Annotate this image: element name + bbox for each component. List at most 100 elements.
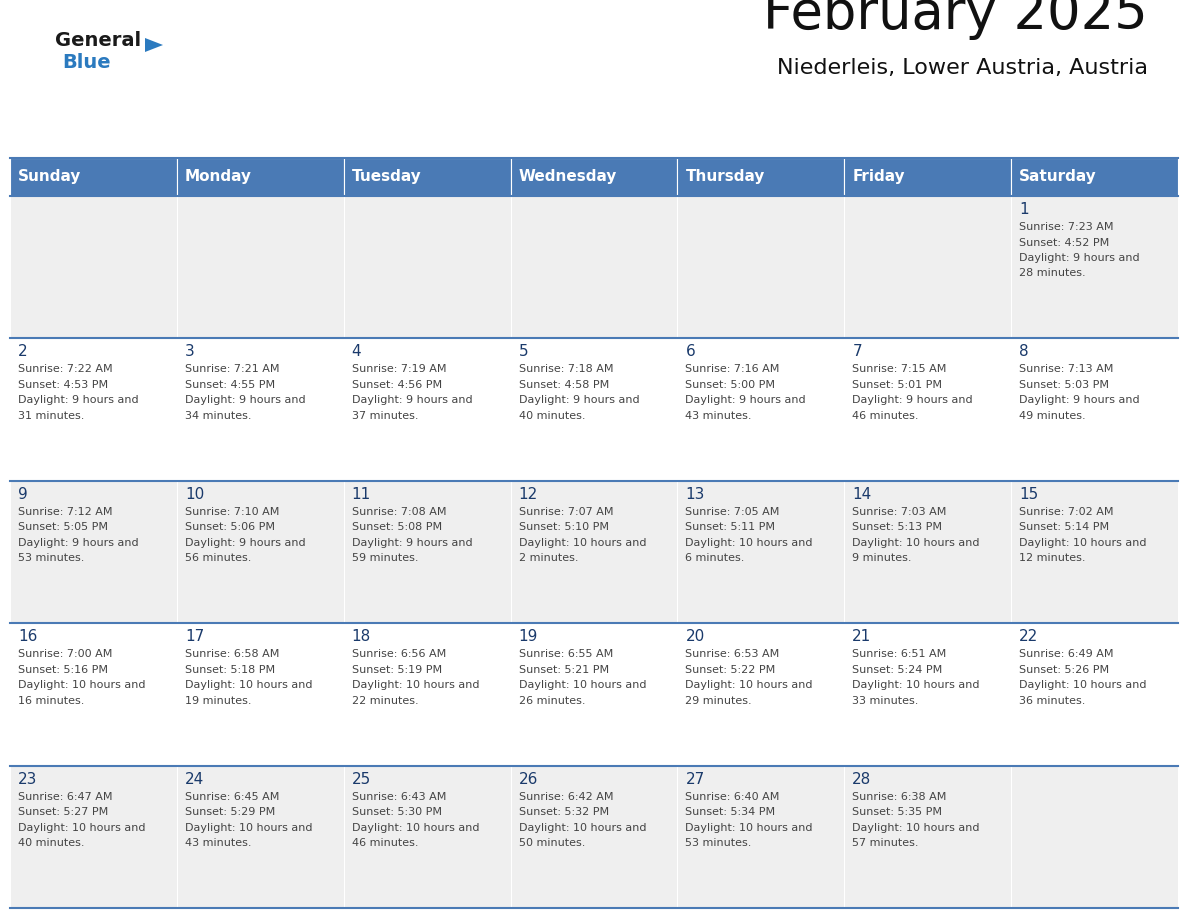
Text: Sunset: 5:01 PM: Sunset: 5:01 PM (852, 380, 942, 390)
Text: 2 minutes.: 2 minutes. (519, 554, 579, 564)
Text: February 2025: February 2025 (763, 0, 1148, 40)
Text: 2: 2 (18, 344, 27, 360)
Text: Daylight: 10 hours and: Daylight: 10 hours and (18, 823, 145, 833)
Text: 27: 27 (685, 772, 704, 787)
Bar (845, 196, 1011, 339)
Text: Friday: Friday (852, 170, 905, 185)
Text: 59 minutes.: 59 minutes. (352, 554, 418, 564)
Text: 49 minutes.: 49 minutes. (1019, 411, 1086, 420)
Text: Sunday: Sunday (18, 170, 81, 185)
Text: 7: 7 (852, 344, 862, 360)
Text: 23: 23 (18, 772, 37, 787)
Bar (511, 481, 677, 623)
Text: Daylight: 10 hours and: Daylight: 10 hours and (352, 680, 479, 690)
Text: 19 minutes.: 19 minutes. (185, 696, 252, 706)
Bar (677, 158, 845, 196)
Text: Saturday: Saturday (1019, 170, 1097, 185)
Text: Sunset: 5:06 PM: Sunset: 5:06 PM (185, 522, 274, 532)
Text: Sunrise: 7:07 AM: Sunrise: 7:07 AM (519, 507, 613, 517)
Bar (511, 158, 677, 196)
Text: Sunrise: 6:45 AM: Sunrise: 6:45 AM (185, 791, 279, 801)
Text: Sunrise: 7:18 AM: Sunrise: 7:18 AM (519, 364, 613, 375)
Text: Daylight: 10 hours and: Daylight: 10 hours and (18, 680, 145, 690)
Text: 28: 28 (852, 772, 872, 787)
Text: Sunset: 5:10 PM: Sunset: 5:10 PM (519, 522, 608, 532)
Text: 53 minutes.: 53 minutes. (18, 554, 84, 564)
Text: Sunrise: 6:40 AM: Sunrise: 6:40 AM (685, 791, 779, 801)
Text: Daylight: 9 hours and: Daylight: 9 hours and (1019, 253, 1139, 263)
Text: 15: 15 (1019, 487, 1038, 502)
Bar (1011, 481, 1178, 623)
Text: Monday: Monday (185, 170, 252, 185)
Text: Sunset: 5:00 PM: Sunset: 5:00 PM (685, 380, 776, 390)
Text: Daylight: 9 hours and: Daylight: 9 hours and (852, 396, 973, 406)
Text: Sunrise: 7:10 AM: Sunrise: 7:10 AM (185, 507, 279, 517)
Bar (177, 623, 343, 766)
Text: 22 minutes.: 22 minutes. (352, 696, 418, 706)
Text: Sunrise: 6:49 AM: Sunrise: 6:49 AM (1019, 649, 1113, 659)
Text: Sunrise: 7:16 AM: Sunrise: 7:16 AM (685, 364, 779, 375)
Text: Sunset: 5:13 PM: Sunset: 5:13 PM (852, 522, 942, 532)
Text: 21: 21 (852, 629, 872, 644)
Text: 46 minutes.: 46 minutes. (852, 411, 918, 420)
Text: Daylight: 10 hours and: Daylight: 10 hours and (519, 538, 646, 548)
Bar (177, 196, 343, 339)
Bar (343, 766, 511, 908)
Bar (10, 766, 177, 908)
Bar (10, 196, 177, 339)
Text: 26: 26 (519, 772, 538, 787)
Text: Daylight: 10 hours and: Daylight: 10 hours and (185, 680, 312, 690)
Bar (511, 196, 677, 339)
Text: 28 minutes.: 28 minutes. (1019, 268, 1086, 278)
Text: 6 minutes.: 6 minutes. (685, 554, 745, 564)
Text: 17: 17 (185, 629, 204, 644)
Text: Daylight: 9 hours and: Daylight: 9 hours and (1019, 396, 1139, 406)
Text: Daylight: 9 hours and: Daylight: 9 hours and (18, 396, 139, 406)
Text: Daylight: 10 hours and: Daylight: 10 hours and (1019, 680, 1146, 690)
Text: Sunset: 5:26 PM: Sunset: 5:26 PM (1019, 665, 1110, 675)
Text: Sunrise: 7:00 AM: Sunrise: 7:00 AM (18, 649, 113, 659)
Bar (677, 481, 845, 623)
Text: 43 minutes.: 43 minutes. (685, 411, 752, 420)
Bar (677, 623, 845, 766)
Text: Sunset: 5:35 PM: Sunset: 5:35 PM (852, 807, 942, 817)
Text: 26 minutes.: 26 minutes. (519, 696, 584, 706)
Text: 11: 11 (352, 487, 371, 502)
Text: Sunrise: 6:55 AM: Sunrise: 6:55 AM (519, 649, 613, 659)
Bar (1011, 158, 1178, 196)
Text: Sunset: 4:58 PM: Sunset: 4:58 PM (519, 380, 608, 390)
Text: 13: 13 (685, 487, 704, 502)
Bar (511, 766, 677, 908)
Bar (845, 481, 1011, 623)
Text: 25: 25 (352, 772, 371, 787)
Text: 16: 16 (18, 629, 37, 644)
Text: Sunset: 5:27 PM: Sunset: 5:27 PM (18, 807, 108, 817)
Bar (343, 623, 511, 766)
Text: Sunset: 5:21 PM: Sunset: 5:21 PM (519, 665, 608, 675)
Text: 12: 12 (519, 487, 538, 502)
Text: General: General (55, 31, 141, 50)
Bar (677, 339, 845, 481)
Text: Sunset: 5:18 PM: Sunset: 5:18 PM (185, 665, 274, 675)
Bar (845, 766, 1011, 908)
Text: Sunset: 5:16 PM: Sunset: 5:16 PM (18, 665, 108, 675)
Bar (177, 766, 343, 908)
Text: 1: 1 (1019, 202, 1029, 217)
Text: Thursday: Thursday (685, 170, 765, 185)
Text: 56 minutes.: 56 minutes. (185, 554, 251, 564)
Text: Sunrise: 7:23 AM: Sunrise: 7:23 AM (1019, 222, 1113, 232)
Text: 31 minutes.: 31 minutes. (18, 411, 84, 420)
Text: 8: 8 (1019, 344, 1029, 360)
Text: Sunset: 5:32 PM: Sunset: 5:32 PM (519, 807, 608, 817)
Polygon shape (145, 38, 163, 52)
Text: Sunrise: 7:03 AM: Sunrise: 7:03 AM (852, 507, 947, 517)
Text: Sunset: 5:30 PM: Sunset: 5:30 PM (352, 807, 442, 817)
Text: Daylight: 10 hours and: Daylight: 10 hours and (852, 680, 980, 690)
Text: 16 minutes.: 16 minutes. (18, 696, 84, 706)
Text: Sunrise: 7:21 AM: Sunrise: 7:21 AM (185, 364, 279, 375)
Bar (511, 339, 677, 481)
Text: 24: 24 (185, 772, 204, 787)
Text: Sunrise: 7:19 AM: Sunrise: 7:19 AM (352, 364, 447, 375)
Text: Sunrise: 7:02 AM: Sunrise: 7:02 AM (1019, 507, 1113, 517)
Text: Daylight: 10 hours and: Daylight: 10 hours and (685, 538, 813, 548)
